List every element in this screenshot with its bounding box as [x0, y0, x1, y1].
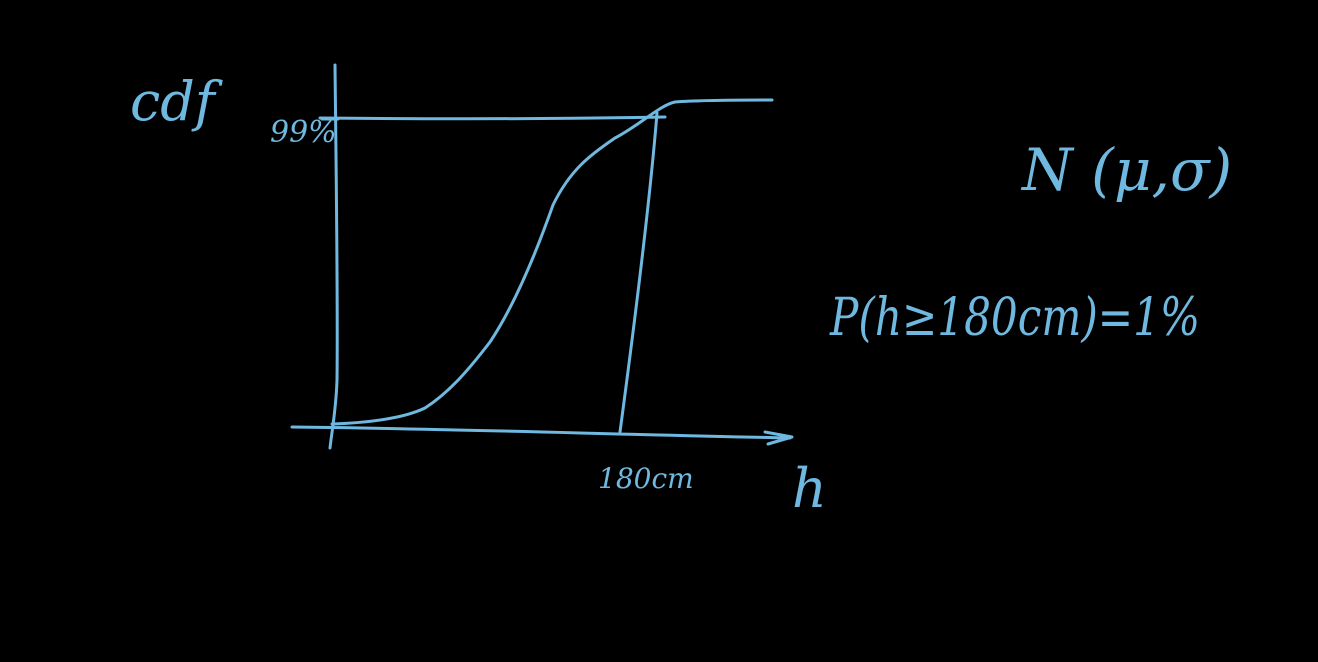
y-tick-label: 99% [270, 115, 337, 150]
x-axis-label: h [792, 457, 827, 520]
cdf-curve [330, 98, 774, 426]
x-tick-label: 180cm [598, 462, 694, 495]
y-axis-label: cdf [130, 70, 223, 133]
probability-formula: P(h≥180cm)=1% [829, 288, 1200, 348]
distribution-formula: N (μ,σ) [1020, 136, 1232, 204]
percentile-line [318, 115, 667, 121]
x-axis [290, 425, 794, 446]
y-axis [328, 63, 339, 450]
threshold-line [618, 111, 659, 434]
